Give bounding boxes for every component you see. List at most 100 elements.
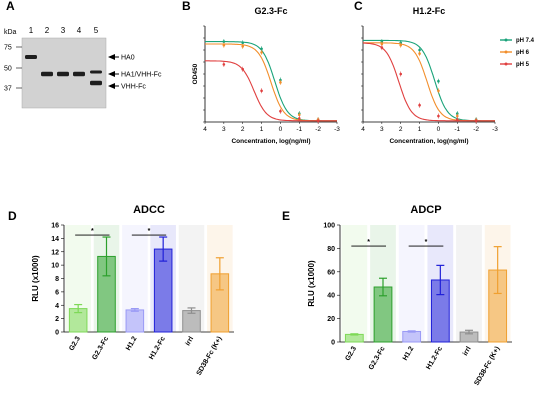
legend-entry: pH 5 — [516, 62, 530, 68]
curve-pH6 — [363, 42, 495, 122]
bar-backdrop — [398, 225, 425, 342]
category-label: SD38-Fc (K+) — [473, 345, 501, 386]
category-label: G2.3-Fc — [91, 335, 110, 361]
bar-backdrop — [341, 225, 368, 342]
x-tick-label: 4 — [361, 126, 365, 133]
significance-label: * — [148, 228, 151, 235]
gel-band — [57, 71, 69, 77]
band-arrow-icon — [108, 71, 115, 77]
x-tick-label: 0 — [437, 126, 441, 133]
lane-number: 5 — [94, 26, 99, 35]
y-tick-label: 6 — [55, 289, 59, 296]
y-axis-label: OD450 — [192, 63, 199, 84]
category-label: G2.3 — [68, 335, 82, 352]
y-tick-label: 100 — [323, 223, 335, 230]
x-tick-label: -1 — [296, 126, 302, 133]
y-tick-label: 2 — [55, 316, 59, 323]
chart-title: G2.3-Fc — [254, 6, 287, 16]
chart-title: ADCP — [410, 204, 441, 216]
x-tick-label: 2 — [241, 126, 245, 133]
gel-band — [90, 80, 102, 86]
chart-title: ADCC — [133, 204, 165, 216]
chart-title: H1.2-Fc — [413, 6, 446, 16]
curve-pH5 — [205, 60, 337, 122]
band-arrow-icon — [108, 83, 115, 89]
category-label: H1.2 — [125, 335, 139, 351]
x-tick-label: 0 — [279, 126, 283, 133]
x-tick-label: -2 — [315, 126, 321, 133]
y-tick-label: 20 — [327, 316, 335, 323]
category-label: H1.2-Fc — [425, 345, 444, 370]
lane-number: 1 — [29, 26, 34, 35]
y-axis-label: RLU (x1000) — [31, 255, 40, 302]
x-tick-label: -1 — [454, 126, 460, 133]
x-tick-label: -3 — [492, 126, 498, 133]
y-tick-label: 0 — [331, 340, 335, 347]
curve-pH74 — [363, 39, 495, 122]
significance-label: * — [91, 228, 94, 235]
x-axis-label: Concentration, log(ng/ml) — [389, 138, 468, 145]
legend-entry: pH 6 — [516, 50, 530, 56]
band-label: VHH-Fc — [121, 84, 146, 91]
bar — [402, 330, 422, 343]
category-label: irrl — [184, 335, 195, 347]
y-tick-label: 0 — [55, 330, 59, 337]
legend-marker — [504, 38, 508, 42]
significance-label: * — [425, 239, 428, 246]
panel-letter-c: C — [354, 0, 363, 13]
marker-label: 37 — [4, 86, 12, 93]
x-tick-label: 3 — [222, 126, 226, 133]
panel-letter-e: E — [282, 209, 290, 223]
lane-number: 4 — [77, 26, 82, 35]
band-arrow-icon — [108, 54, 115, 60]
category-label: G2.3-Fc — [368, 345, 387, 371]
y-tick-label: 16 — [51, 223, 59, 230]
y-tick-label: 12 — [51, 249, 59, 256]
band-label: HA1/VHH-Fc — [121, 72, 162, 79]
x-tick-label: 1 — [418, 126, 422, 133]
x-tick-label: 4 — [203, 126, 207, 133]
curve-pH6 — [205, 43, 337, 122]
legend-entry: pH 7.4 — [516, 38, 535, 44]
significance-label: * — [367, 239, 370, 246]
gel-band — [41, 71, 53, 77]
y-tick-label: 80 — [327, 246, 335, 253]
gel-band — [90, 70, 102, 74]
x-tick-label: 3 — [380, 126, 384, 133]
lane-number: 2 — [45, 26, 50, 35]
category-label: irrl — [462, 345, 473, 357]
x-tick-label: -3 — [334, 126, 340, 133]
panel-letter-d: D — [8, 209, 17, 223]
panel-letter-a: A — [6, 0, 15, 13]
gel-band — [25, 55, 37, 59]
band-label: HA0 — [121, 55, 135, 62]
panel-letter-b: B — [182, 0, 191, 13]
y-tick-label: 60 — [327, 269, 335, 276]
x-tick-label: 1 — [260, 126, 264, 133]
kda-label: kDa — [4, 29, 17, 36]
bar — [125, 309, 145, 333]
x-tick-label: -2 — [473, 126, 479, 133]
x-tick-label: 2 — [399, 126, 403, 133]
y-tick-label: 14 — [51, 236, 59, 243]
legend-marker — [504, 50, 508, 54]
category-label: SD38-Fc (K+) — [196, 336, 224, 377]
category-label: H1.2-Fc — [148, 335, 167, 360]
y-tick-label: 8 — [55, 276, 59, 283]
y-axis-label: RLU (x1000) — [307, 260, 316, 307]
category-label: H1.2 — [402, 345, 416, 361]
legend-marker — [504, 62, 508, 66]
gel-band — [73, 71, 85, 77]
y-tick-label: 4 — [55, 303, 59, 310]
curve-pH5 — [363, 42, 495, 122]
y-tick-label: 10 — [51, 263, 59, 270]
marker-label: 50 — [4, 66, 12, 73]
marker-label: 75 — [4, 45, 12, 52]
lane-number: 3 — [61, 26, 66, 35]
bar-backdrop — [456, 225, 482, 342]
category-label: G2.3 — [344, 345, 358, 362]
y-tick-label: 40 — [327, 293, 335, 300]
x-axis-label: Concentration, log(ng/ml) — [231, 138, 310, 145]
